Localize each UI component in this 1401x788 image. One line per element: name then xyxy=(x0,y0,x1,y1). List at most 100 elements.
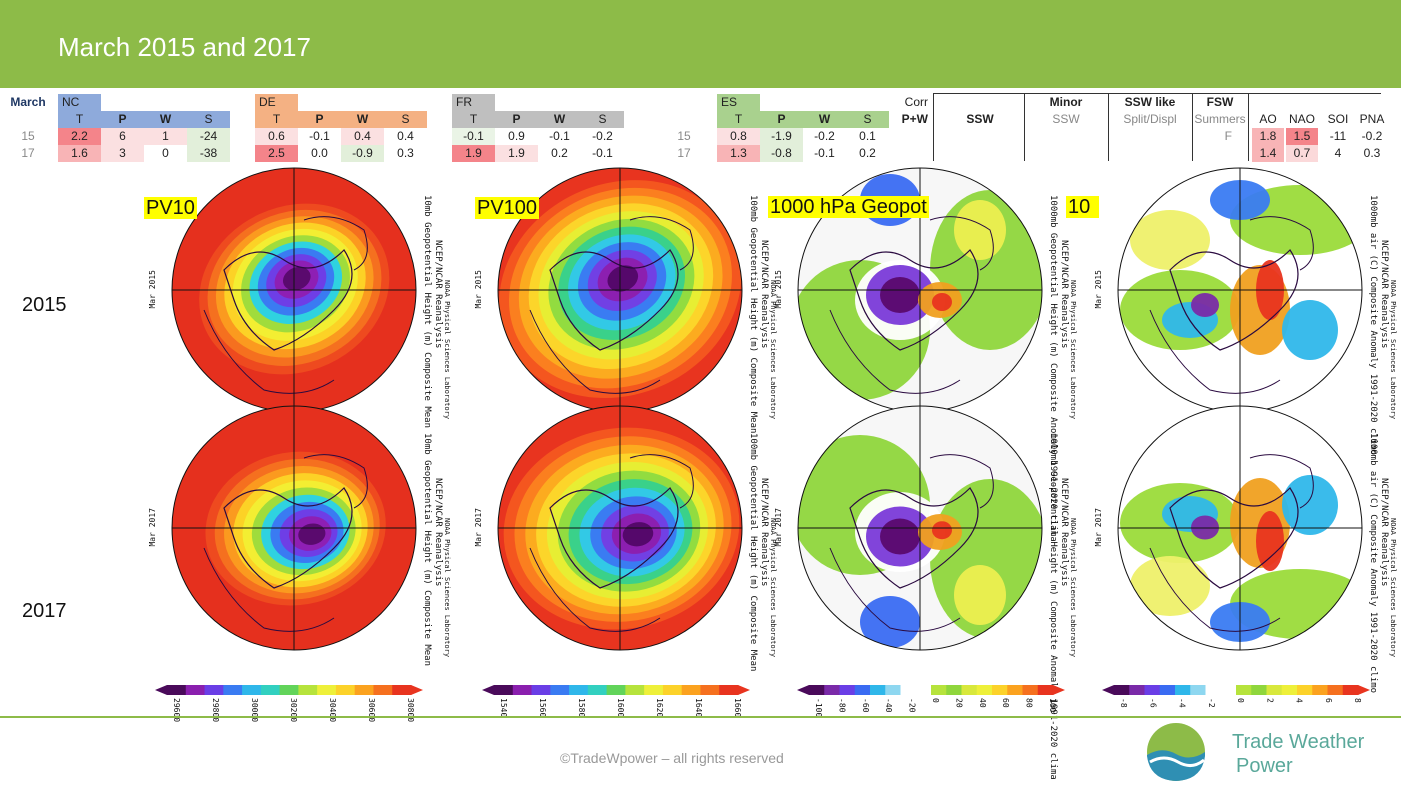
col-header-es-t: T xyxy=(734,112,743,126)
colorbar-tick-label: -40 xyxy=(884,698,894,713)
anomaly-blob xyxy=(1282,475,1338,535)
region-name-fr: FR xyxy=(452,94,495,111)
coastline xyxy=(1169,487,1299,589)
table-cell: 0.4 xyxy=(397,129,414,143)
colorbar-tick-label: 100 xyxy=(1048,698,1057,713)
table-cell: 1.9 xyxy=(495,145,538,162)
minor-sub-label: SSW xyxy=(1052,112,1080,126)
row-label-2017: 2017 xyxy=(22,600,67,622)
index-header-pna: PNA xyxy=(1359,112,1385,126)
anomaly-blob xyxy=(1130,210,1210,270)
anomaly-blob xyxy=(1191,293,1219,317)
colorbar-max-arrow xyxy=(1358,685,1370,695)
colorbar-tick-label: -60 xyxy=(860,698,870,713)
colorbar-3 xyxy=(797,685,1065,695)
colorbar-tick-label: 1600 xyxy=(616,698,625,718)
map-source-text: NCEP/NCAR Reanalysis xyxy=(433,240,443,349)
map-pv100-2015 xyxy=(497,167,743,413)
table-vline xyxy=(933,93,934,161)
contour-band xyxy=(607,265,639,292)
colorbar-segment xyxy=(976,685,993,695)
table-cell: -1.9 xyxy=(760,128,803,145)
table-cell: -0.1 xyxy=(814,146,835,160)
map-date-label: Mar 2015 xyxy=(474,270,483,309)
colorbar-segment xyxy=(373,685,393,695)
colorbar-segment xyxy=(1175,685,1191,695)
table-cell: 0.9 xyxy=(508,129,525,143)
colorbar-segment xyxy=(606,685,626,695)
table-cell: 1.6 xyxy=(58,145,101,162)
ssw-like-label: SSW like xyxy=(1124,95,1176,109)
col-header-nc-w: W xyxy=(159,112,172,126)
colorbar-tick-label: 2 xyxy=(1265,698,1275,703)
fsw-label: FSW xyxy=(1206,95,1234,109)
index-cell: 4 xyxy=(1334,146,1342,160)
region-name-de: DE xyxy=(255,94,298,111)
colorbar-segment xyxy=(223,685,243,695)
table-top-line xyxy=(933,93,1381,94)
map-date-label: Mar 2017 xyxy=(474,508,483,547)
map-variable-text: 1000mb air (C) Composite Anomaly 1991-20… xyxy=(1368,433,1378,694)
colorbar-segment xyxy=(569,685,589,695)
colorbar-segment xyxy=(1022,685,1039,695)
map-title-pv10: PV10 xyxy=(144,197,197,219)
colorbar-segment xyxy=(531,685,551,695)
logo-icon xyxy=(1147,723,1205,781)
colorbar-segment xyxy=(992,685,1008,695)
map-source-text: NOAA Physical Sciences Laboratory xyxy=(1069,280,1077,420)
colorbar-segment xyxy=(317,685,337,695)
colorbar-segment xyxy=(946,685,962,695)
colorbar-segment xyxy=(335,685,356,695)
anomaly-blob xyxy=(880,518,920,555)
colorbar-segment xyxy=(961,685,978,695)
index-cell: 1.4 xyxy=(1252,145,1284,162)
colorbar-segment xyxy=(824,685,840,695)
table-cell: 0 xyxy=(162,146,169,160)
colorbar-segment xyxy=(700,685,720,695)
colorbar-tick-label: 30200 xyxy=(289,698,298,723)
colorbar-tick-label: -100 xyxy=(814,698,823,718)
region-header-bg-es xyxy=(717,111,889,128)
map-outline xyxy=(1117,405,1363,651)
colorbar-segment xyxy=(885,685,901,695)
colorbar-tick-label: 6 xyxy=(1323,698,1333,703)
colorbar-segment xyxy=(392,685,412,695)
table-cell: 1.9 xyxy=(452,145,495,162)
coastline xyxy=(849,487,979,589)
table-vline xyxy=(1024,93,1025,161)
table-cell: -0.8 xyxy=(760,145,803,162)
coastline xyxy=(303,454,368,509)
table-cell: 0.3 xyxy=(397,146,414,160)
table-cell: 3 xyxy=(101,145,144,162)
map-source-text: NCEP/NCAR Reanalysis xyxy=(759,240,769,349)
colorbar-segment xyxy=(719,685,739,695)
map-source-text: NOAA Physical Sciences Laboratory xyxy=(443,518,451,658)
col-header-nc-t: T xyxy=(75,112,84,126)
colorbar-segment xyxy=(204,685,224,695)
colorbar-tick-label: 0 xyxy=(1236,698,1245,703)
map-pv10-2015 xyxy=(171,167,417,413)
map-source-text: NCEP/NCAR Reanalysis xyxy=(1379,240,1389,349)
map-geopot-2017 xyxy=(797,405,1043,651)
map-variable-text: 1000mb Geopotential Height (m) Composite… xyxy=(1048,433,1058,780)
colorbar-segment xyxy=(512,685,533,695)
index-header-nao: NAO xyxy=(1288,112,1315,126)
colorbar-segment xyxy=(1236,685,1252,695)
map-date-label: Mar 2015 xyxy=(148,270,157,309)
colorbar-segment xyxy=(1266,685,1283,695)
map-outline xyxy=(797,405,1043,651)
colorbar-segment xyxy=(662,685,683,695)
colorbar-tick-label: 30400 xyxy=(328,698,337,723)
map-source-text: NCEP/NCAR Reanalysis xyxy=(1059,478,1069,587)
table-month-label: March xyxy=(10,95,46,109)
index-cell: 1.5 xyxy=(1286,128,1318,145)
map-pv100-2017 xyxy=(497,405,743,651)
coastline xyxy=(529,547,661,632)
colorbar-segment xyxy=(260,685,281,695)
coastline xyxy=(1249,454,1314,509)
colorbar-tick-label: 1660 xyxy=(733,698,742,718)
footer-divider xyxy=(0,716,1401,718)
col-header-nc-p: P xyxy=(118,112,127,126)
colorbar-tick-label: 0 xyxy=(931,698,940,703)
row-label-2015: 2015 xyxy=(22,294,67,316)
